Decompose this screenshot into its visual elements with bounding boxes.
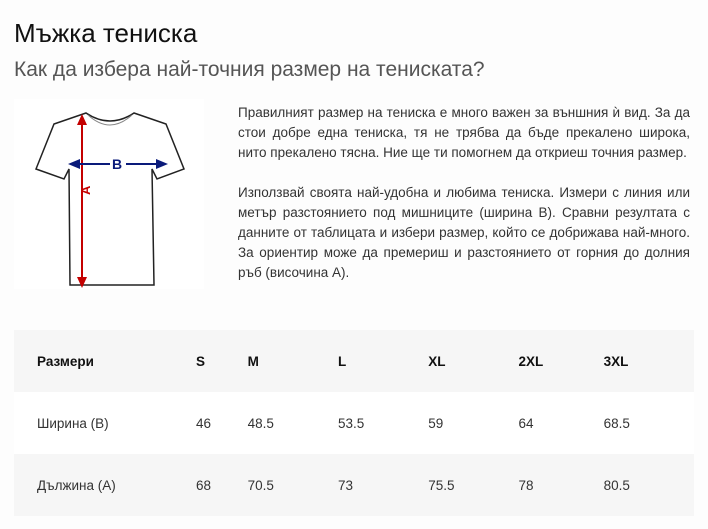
table-cell: 73 <box>337 477 353 493</box>
table-cell: 75.5 <box>428 477 455 493</box>
table-row: Дължина (А) 68 70.5 73 75.5 78 80.5 <box>14 454 694 516</box>
table-cell: 70.5 <box>247 477 274 493</box>
table-cell: 78 <box>518 477 534 493</box>
header-cell: S <box>196 353 206 369</box>
table-cell: 53.5 <box>337 415 365 431</box>
page-subtitle: Как да избера най-точния размер на тенис… <box>14 58 485 81</box>
width-label: B <box>112 156 122 172</box>
table-row: Ширина (B) 46 48.5 53.5 59 64 68.5 <box>14 392 694 454</box>
header-cell: M <box>247 353 259 369</box>
intro-paragraph: Правилният размер на тениска е много важ… <box>238 105 690 161</box>
table-cell: 59 <box>428 415 444 431</box>
how-to-measure-paragraph: Използвай своята най-удобна и любима тен… <box>238 184 690 281</box>
row-label: Ширина (B) <box>37 415 109 431</box>
header-cell: 2XL <box>518 353 544 369</box>
page-title: Мъжка тениска <box>14 18 198 48</box>
table-cell: 64 <box>518 415 534 431</box>
instructions: Правилният размер на тениска е много важ… <box>238 103 690 303</box>
header-cell: 3XL <box>603 353 629 369</box>
table-header-row: Размери S M L XL 2XL 3XL <box>14 330 694 392</box>
header-cell: Размери <box>37 353 94 369</box>
table-cell: 48.5 <box>247 415 274 431</box>
size-table: Размери S M L XL 2XL 3XL Ширина (B) 46 4… <box>14 330 694 516</box>
table-cell: 68.5 <box>603 415 630 431</box>
table-cell: 46 <box>196 415 212 431</box>
header-cell: L <box>337 353 347 369</box>
tshirt-measurement-image: A B <box>14 99 204 289</box>
row-label: Дължина (А) <box>37 477 116 493</box>
table-cell: 80.5 <box>603 477 630 493</box>
header-cell: XL <box>428 353 446 369</box>
length-label: A <box>78 185 93 195</box>
table-cell: 68 <box>196 477 212 493</box>
